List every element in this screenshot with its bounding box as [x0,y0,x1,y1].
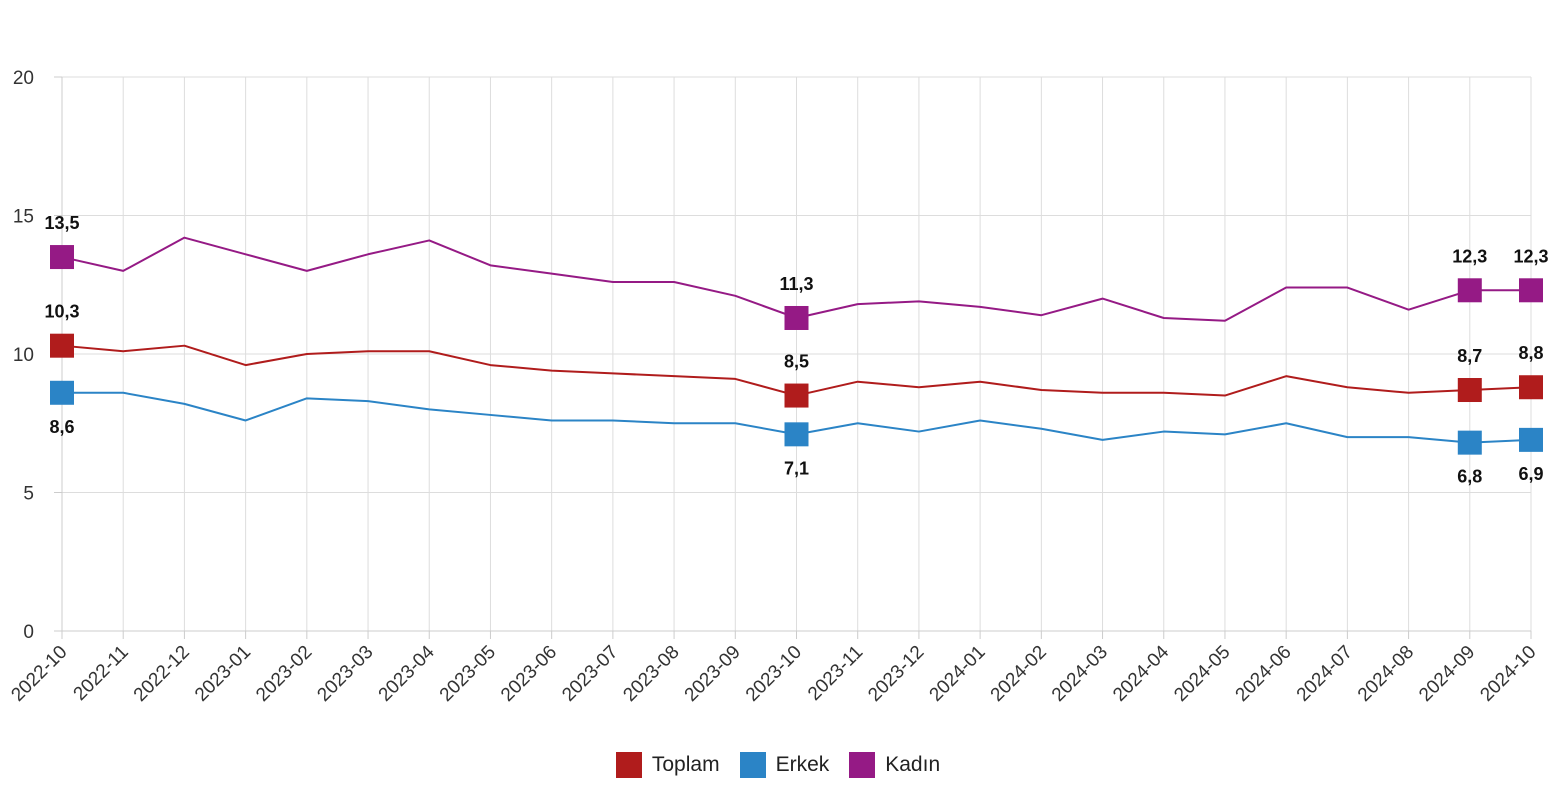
x-tick-label: 2023-04 [375,641,439,705]
grid [61,76,1532,632]
data-label-0: 10,3 [44,302,79,322]
data-labels: 10,3 8,5 8,7 8,8 8,6 7,1 6,8 6,9 13,5 11,3 12,3 12,… [44,213,1548,487]
x-tick-label: 2023-02 [252,642,316,706]
legend-label-kadin: Kadın [885,753,941,776]
x-tick-label: 2023-03 [313,642,377,706]
series-marker-1[interactable] [1457,430,1482,455]
x-tick-label: 2023-12 [864,642,928,706]
legend-swatch-kadin [849,752,876,778]
x-tick-label: 2024-08 [1354,642,1418,706]
x-tick-label: 2022-10 [7,642,71,706]
legend-item-erkek[interactable]: Erkek [739,752,830,778]
x-tick-label: 2023-06 [497,642,561,706]
x-tick-label: 2024-02 [987,642,1051,706]
data-label-1: 6,8 [1457,467,1482,487]
x-tick-label: 2023-07 [558,642,622,706]
legend: Toplam Erkek Kadın [0,752,1556,778]
data-label-2: 11,3 [779,274,813,294]
x-tick-label: 2023-10 [742,642,806,706]
y-tick-label: 0 [23,622,34,643]
data-label-1: 8,6 [49,417,74,437]
legend-item-toplam[interactable]: Toplam [615,752,720,778]
series-marker-0[interactable] [50,333,74,358]
series-marker-2[interactable] [1519,278,1543,303]
legend-label-toplam: Toplam [651,753,720,776]
series-marker-1[interactable] [784,422,809,447]
series-marker-1[interactable] [50,380,74,405]
x-tick-label: 2024-03 [1048,642,1112,706]
data-label-2: 12,3 [1513,246,1548,266]
x-tick-label: 2024-09 [1415,642,1479,706]
series-marker-2[interactable] [1457,278,1482,303]
y-tick-label: 20 [13,68,34,89]
x-tick-label: 2023-09 [681,642,745,706]
series-marker-0[interactable] [784,383,809,408]
x-tick-label: 2023-01 [191,642,255,706]
legend-swatch-toplam [615,752,642,778]
x-tick-label: 2024-04 [1109,641,1173,705]
data-label-2: 13,5 [44,213,79,233]
legend-label-erkek: Erkek [775,753,830,776]
x-tick-label: 2022-12 [130,642,194,706]
series-marker-2[interactable] [50,245,74,270]
legend-item-kadin[interactable]: Kadın [849,752,940,778]
axes: 2022-102022-112022-122023-012023-022023-… [7,68,1540,706]
series-marker-0[interactable] [1457,378,1482,403]
x-tick-label: 2024-05 [1170,642,1234,706]
data-label-0: 8,8 [1518,343,1543,363]
data-label-0: 8,5 [784,352,809,372]
y-tick-label: 5 [23,484,34,505]
series-marker-1[interactable] [1519,427,1543,452]
series-marker-2[interactable] [784,305,809,330]
data-label-0: 8,7 [1457,346,1482,366]
x-tick-label: 2023-08 [619,642,683,706]
y-tick-label: 10 [13,345,34,366]
x-tick-label: 2024-06 [1232,642,1296,706]
series-marker-0[interactable] [1519,375,1543,400]
x-tick-label: 2023-11 [804,642,867,705]
data-label-1: 6,9 [1518,464,1543,484]
x-tick-label: 2024-10 [1476,642,1540,706]
legend-swatch-erkek [739,752,766,778]
y-tick-label: 15 [13,207,34,228]
series [50,236,1543,455]
data-label-1: 7,1 [784,458,809,478]
x-tick-label: 2024-07 [1293,642,1357,706]
x-tick-label: 2023-05 [436,642,500,706]
x-tick-label: 2022-11 [70,642,133,705]
x-tick-label: 2024-01 [926,642,990,706]
data-label-2: 12,3 [1452,246,1487,266]
